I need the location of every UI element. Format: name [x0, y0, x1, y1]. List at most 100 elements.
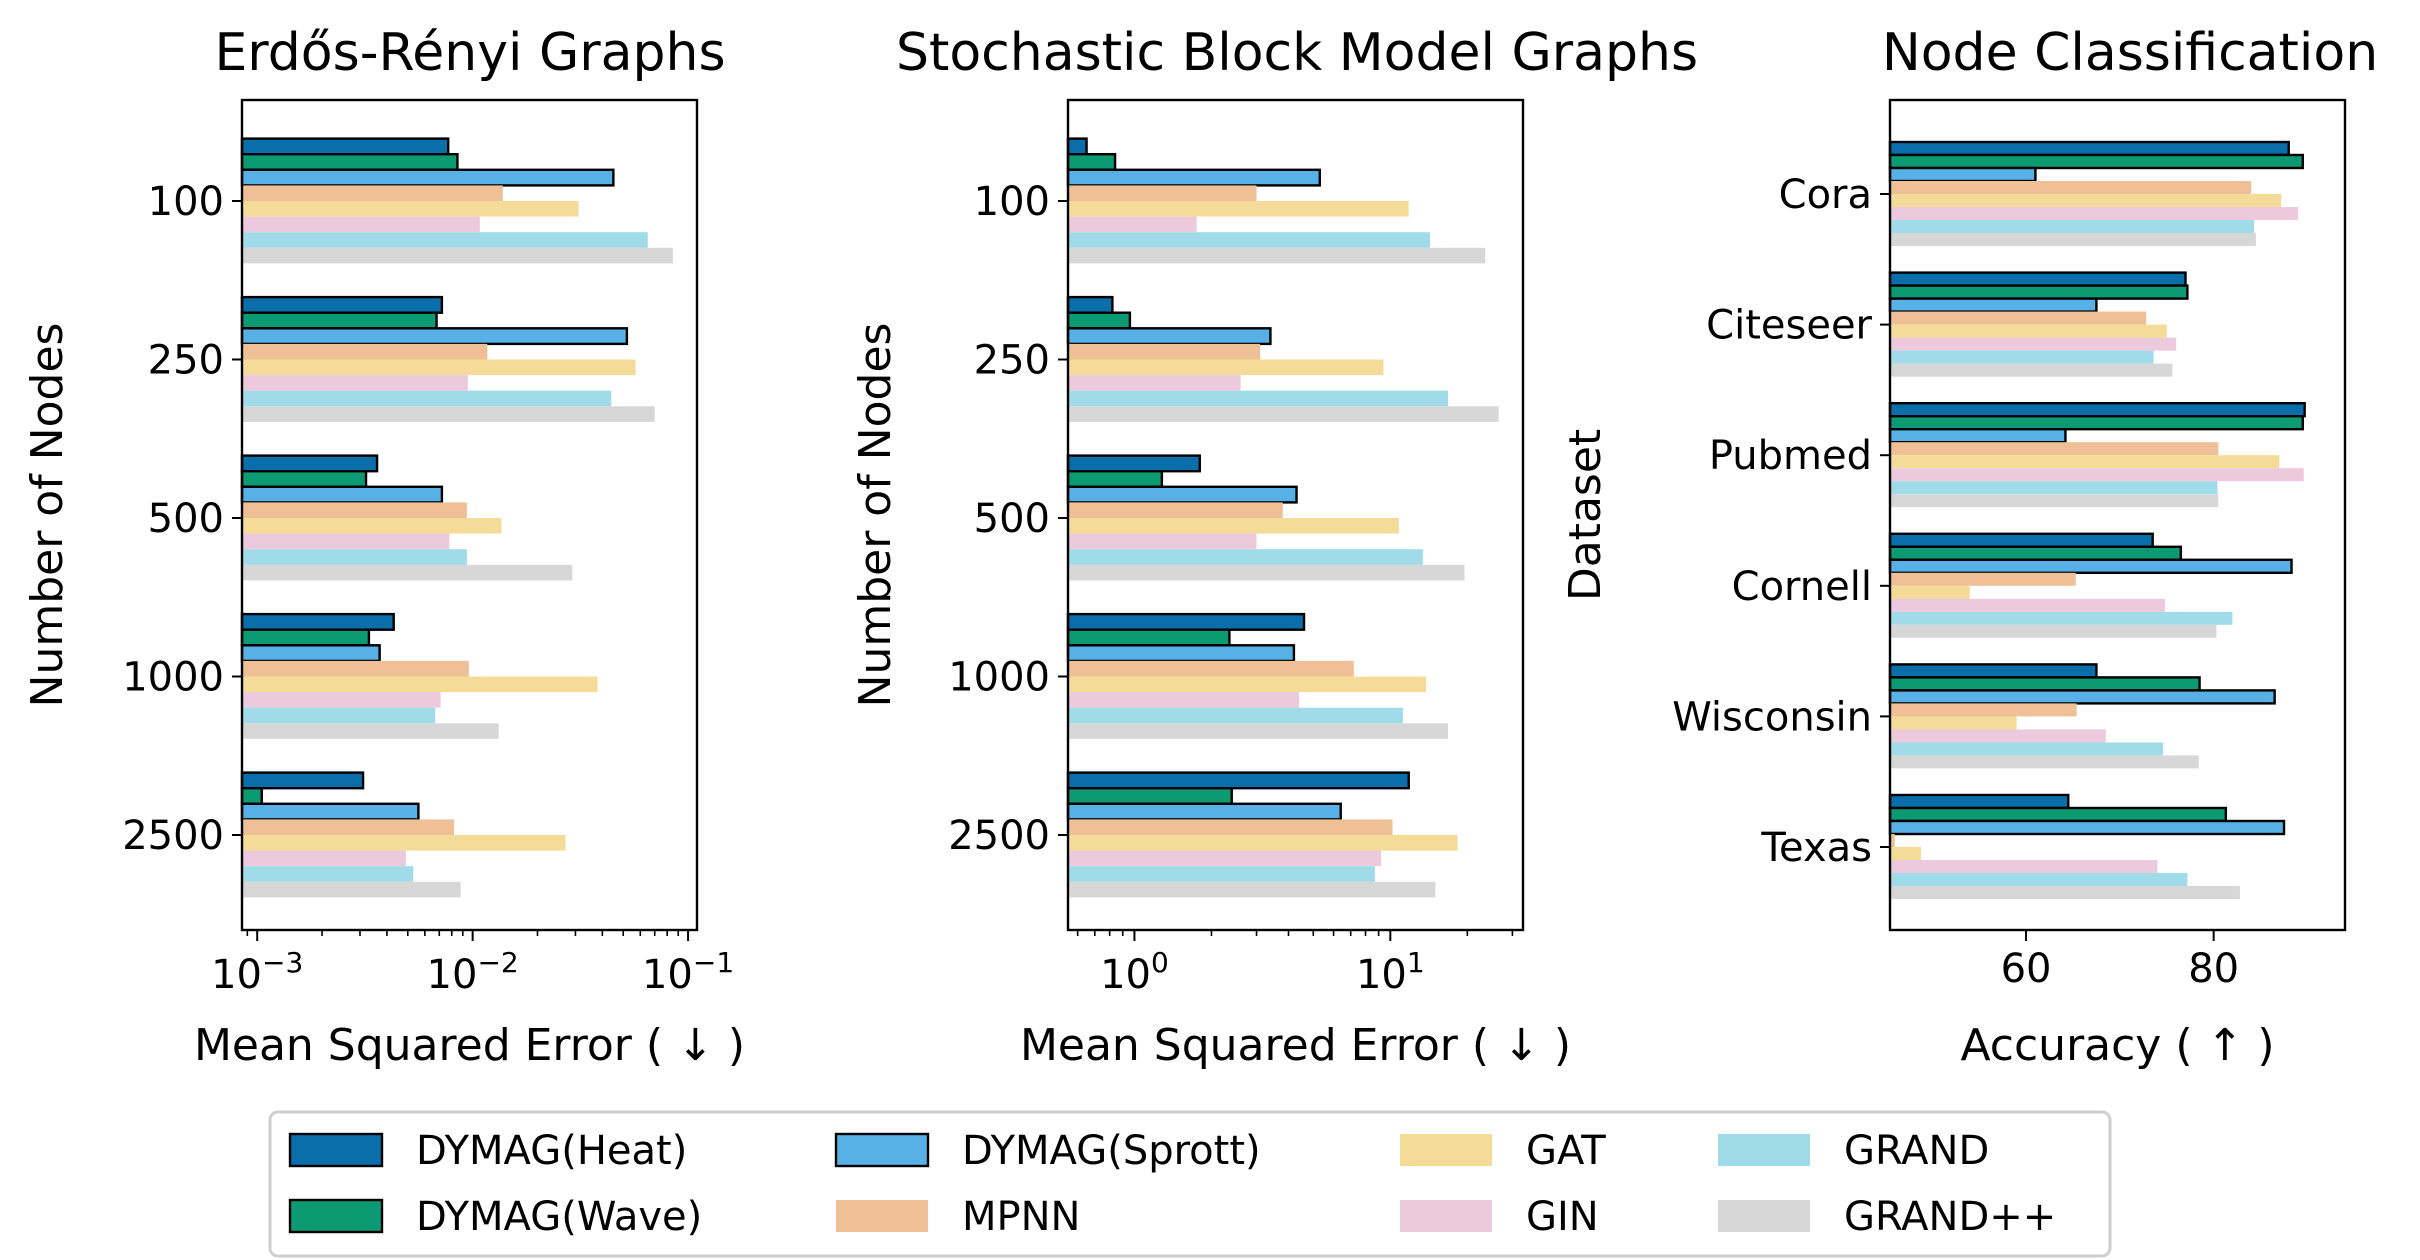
x-tick-label: 101 [1356, 946, 1425, 998]
bar-gat-wisconsin [1890, 716, 2017, 730]
bar-sprott-250 [1066, 327, 1272, 346]
bar-gin-cornell [1890, 598, 2165, 612]
legend-swatch-wave [288, 1198, 384, 1234]
bar-gin-250 [242, 375, 468, 391]
bar-grandpp-1000 [242, 723, 499, 739]
x-tick-label: 10−3 [211, 946, 303, 998]
bar-grand-100 [242, 232, 648, 248]
y-tick-label: 100 [148, 179, 224, 225]
y-tick-label: 100 [974, 179, 1050, 225]
bar-wave-250 [1066, 311, 1132, 330]
bar-heat-1000 [240, 612, 395, 631]
bar-gat-500 [1068, 518, 1399, 534]
chart-title: Node Classification [1882, 23, 2378, 83]
bar-grandpp-100 [242, 247, 673, 264]
bar-grandpp-cora [1890, 233, 2256, 246]
y-axis-label: Dataset [1560, 429, 1611, 601]
y-tick-label: Texas [1760, 825, 1872, 871]
bar-grand-250 [1068, 390, 1448, 407]
x-tick-label: 100 [1100, 946, 1169, 998]
y-axis-label: Number of Nodes [850, 323, 901, 708]
y-tick-label: 1000 [122, 655, 224, 701]
y-tick-label: 1000 [948, 655, 1050, 701]
bar-grand-100 [1068, 232, 1431, 248]
y-tick-label: Citeseer [1706, 303, 1872, 349]
bar-heat-texas [1888, 793, 2070, 810]
bar-gat-100 [1068, 201, 1409, 217]
bar-heat-2500 [240, 771, 365, 790]
bar-gat-1000 [1068, 676, 1427, 693]
bar-gat-pubmed [1890, 455, 2280, 469]
bar-grandpp-500 [242, 564, 573, 581]
bar-grandpp-2500 [242, 881, 461, 898]
bar-grand-2500 [242, 866, 414, 882]
bar-grand-2500 [1068, 866, 1375, 882]
bar-grandpp-wisconsin [1890, 755, 2199, 769]
plot-frame [1066, 98, 1525, 932]
bar-sprott-100 [1066, 168, 1321, 187]
bar-gat-texas [1890, 847, 1921, 860]
bar-gin-250 [1068, 375, 1241, 391]
bar-grand-1000 [242, 707, 436, 724]
chart-title: Erdős-Rényi Graphs [214, 23, 725, 83]
legend-label-gat: GAT [1526, 1128, 1606, 1174]
legend-label-mpnn: MPNN [962, 1194, 1080, 1240]
x-tick-label: 10−1 [642, 946, 734, 998]
bar-heat-1000 [1066, 612, 1306, 631]
y-tick-label: 2500 [948, 813, 1050, 859]
bar-sprott-citeseer [1888, 297, 2098, 313]
bar-mpnn-wisconsin [1890, 703, 2077, 717]
bar-heat-wisconsin [1888, 663, 2098, 679]
legend-swatch-grand [1718, 1134, 1810, 1166]
bar-grandpp-250 [1068, 406, 1499, 422]
chart-title: Stochastic Block Model Graphs [896, 23, 1698, 83]
bar-grandpp-1000 [1068, 723, 1448, 739]
bar-wave-500 [1066, 470, 1164, 489]
bar-mpnn-250 [242, 343, 488, 360]
bar-mpnn-texas [1890, 834, 1895, 847]
y-tick-label: 500 [974, 496, 1050, 542]
legend-swatch-gin [1400, 1200, 1492, 1232]
bar-gat-500 [242, 518, 502, 534]
y-tick-label: 250 [148, 338, 224, 384]
bar-mpnn-500 [1068, 502, 1283, 518]
bar-heat-cora [1888, 140, 2290, 157]
legend-label-heat: DYMAG(Heat) [416, 1128, 687, 1174]
bar-gat-cora [1890, 194, 2282, 207]
bar-sprott-500 [1066, 485, 1298, 504]
bar-heat-100 [1066, 137, 1088, 156]
x-axis-label: Accuracy ( ↑ ) [1960, 1020, 2274, 1071]
y-tick-label: Pubmed [1709, 433, 1872, 479]
bar-sprott-100 [240, 168, 615, 187]
bar-sprott-texas [1888, 819, 2286, 836]
bar-mpnn-250 [1068, 343, 1261, 360]
legend-label-sprott: DYMAG(Sprott) [962, 1128, 1261, 1174]
bar-gin-citeseer [1890, 337, 2177, 351]
legend-swatch-grandpp [1718, 1200, 1810, 1232]
bar-wave-100 [240, 152, 459, 171]
x-tick-label: 10−2 [427, 946, 519, 998]
legend: DYMAG(Heat) DYMAG(Wave) DYMAG(Sprott) MPNN G… [268, 1110, 2112, 1258]
bar-gat-citeseer [1890, 324, 2167, 338]
x-tick-label: 80 [2188, 946, 2239, 992]
bar-heat-pubmed [1888, 402, 2306, 418]
y-axis-label: Number of Nodes [22, 323, 73, 708]
chart-panel-2: Stochastic Block Model Graphs 100 250 500 10… [850, 23, 1698, 1071]
bar-heat-2500 [1066, 771, 1410, 790]
bar-gin-500 [1068, 533, 1257, 550]
bar-wave-2500 [1066, 787, 1233, 806]
bar-sprott-cornell [1888, 558, 2293, 574]
bar-heat-100 [240, 137, 450, 156]
bar-mpnn-500 [242, 502, 467, 518]
bar-gin-2500 [242, 850, 406, 867]
bar-grandpp-250 [242, 406, 655, 422]
bar-heat-citeseer [1888, 271, 2187, 287]
bar-sprott-cora [1888, 166, 2037, 183]
bar-wave-100 [1066, 152, 1117, 171]
bar-sprott-1000 [240, 644, 381, 663]
chart-panel-3: Node Classification Cora Citeseer Pubmed Cor… [1560, 23, 2378, 1071]
x-axis-label: Mean Squared Error ( ↓ ) [1020, 1020, 1571, 1071]
bar-sprott-500 [240, 485, 444, 504]
bar-gin-1000 [242, 692, 441, 708]
x-tick-label: 60 [2001, 946, 2052, 992]
